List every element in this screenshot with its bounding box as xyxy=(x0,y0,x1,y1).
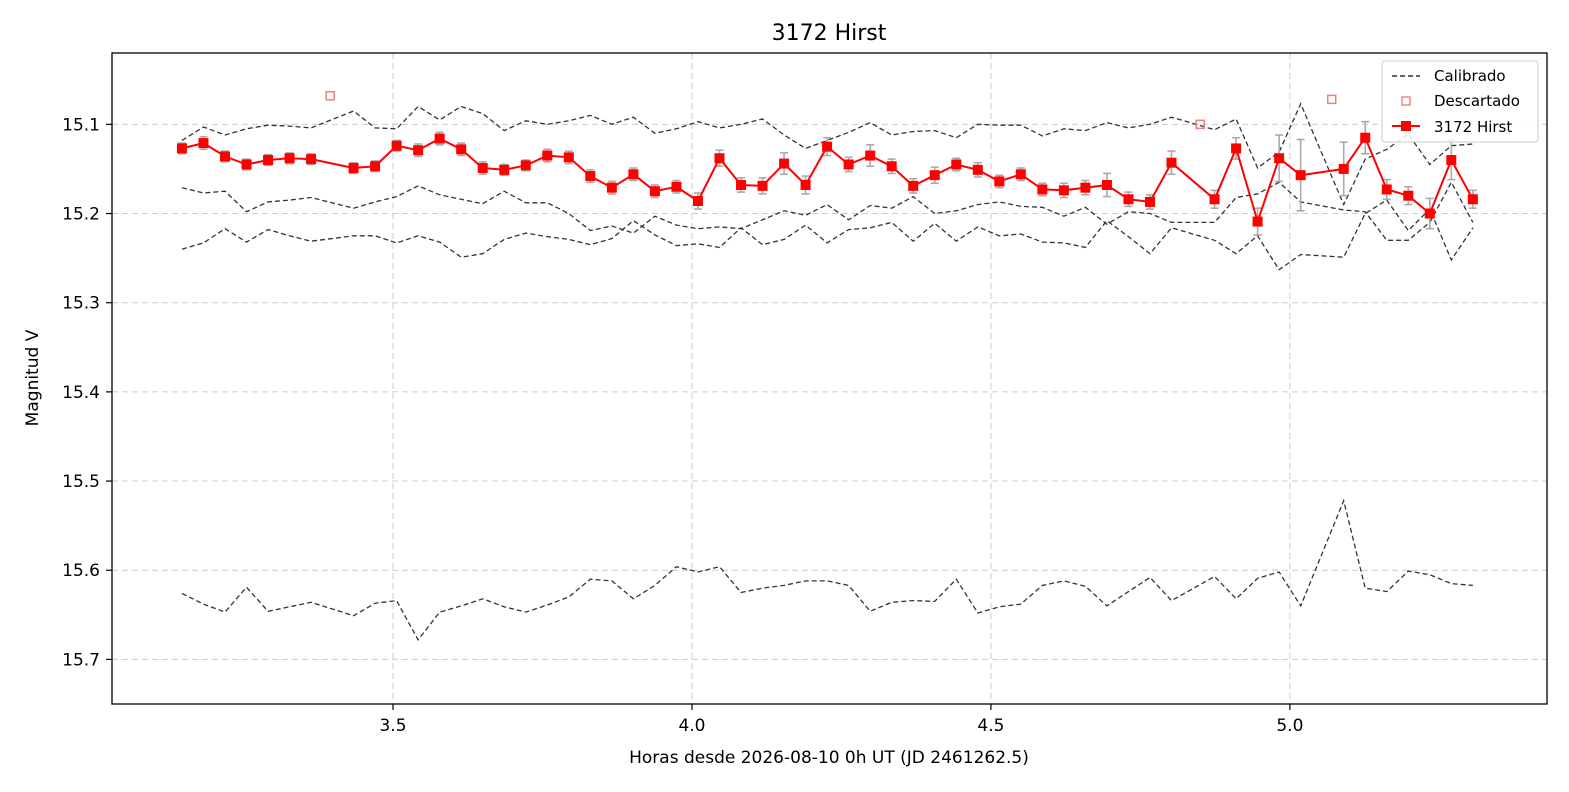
target-point xyxy=(1015,169,1026,180)
x-axis-ticks: 3.5 4.0 4.5 5.0 xyxy=(379,704,1303,736)
grid-lines xyxy=(112,53,1547,704)
target-point xyxy=(1058,185,1069,196)
target-point xyxy=(1424,208,1435,219)
legend-descartado-swatch xyxy=(1401,96,1411,106)
calibrated-line-4 xyxy=(181,498,1473,641)
target-point xyxy=(951,159,962,170)
target-point xyxy=(542,150,553,161)
target-series-group xyxy=(176,132,1478,227)
target-point xyxy=(1274,153,1285,164)
legend-descartado-label: Descartado xyxy=(1434,92,1520,110)
target-point xyxy=(456,144,467,155)
target-point xyxy=(1338,163,1349,174)
target-point xyxy=(563,152,574,163)
target-point xyxy=(649,186,660,197)
calibrated-line-1 xyxy=(181,102,1473,207)
legend-target-marker xyxy=(1401,121,1411,131)
target-point xyxy=(843,159,854,170)
y-axis-label: Magnitud V xyxy=(23,329,43,426)
target-point xyxy=(822,141,833,152)
target-point xyxy=(1231,143,1242,154)
target-point xyxy=(1295,170,1306,181)
target-point xyxy=(606,182,617,193)
y-tick-label: 15.5 xyxy=(62,472,100,492)
legend: Calibrado Descartado 3172 Hirst xyxy=(1381,60,1539,143)
target-point xyxy=(1209,194,1220,205)
target-point xyxy=(585,171,596,182)
target-point xyxy=(284,153,295,164)
target-point xyxy=(1166,157,1177,168)
x-axis-label: Horas desde 2026-08-10 0h UT (JD 2461262… xyxy=(629,748,1029,768)
target-point xyxy=(306,154,317,165)
target-point xyxy=(1446,155,1457,166)
target-point xyxy=(413,145,424,156)
target-point xyxy=(499,164,510,175)
y-tick-label: 15.1 xyxy=(62,115,100,135)
calibrated-series-group xyxy=(181,102,1474,641)
target-point xyxy=(671,181,682,192)
y-tick-label: 15.2 xyxy=(62,205,100,225)
target-point xyxy=(1080,182,1091,193)
discarded-point xyxy=(1195,119,1205,130)
discarded-points-group xyxy=(325,91,1337,130)
target-point xyxy=(1381,184,1392,195)
target-point xyxy=(434,133,445,144)
target-point xyxy=(220,151,231,162)
target-point xyxy=(886,161,897,172)
target-point xyxy=(714,153,725,164)
target-point xyxy=(757,180,768,191)
target-point xyxy=(908,180,919,191)
y-tick-label: 15.4 xyxy=(62,383,100,403)
target-point xyxy=(1252,216,1263,227)
target-line xyxy=(181,135,1474,225)
target-point xyxy=(1467,194,1478,205)
discarded-point xyxy=(325,91,335,101)
target-point xyxy=(391,140,402,151)
target-point xyxy=(241,159,252,170)
x-tick-label: 4.5 xyxy=(977,716,1004,736)
calibrated-line-2 xyxy=(181,180,1474,241)
target-point xyxy=(176,143,187,154)
y-tick-label: 15.6 xyxy=(62,561,100,581)
target-point xyxy=(1101,179,1112,190)
legend-box xyxy=(1381,60,1539,143)
discarded-point xyxy=(1327,94,1337,105)
target-point xyxy=(994,176,1005,187)
target-point xyxy=(692,196,703,207)
x-tick-label: 3.5 xyxy=(379,716,406,736)
target-point xyxy=(1144,196,1155,207)
calibrated-line-3 xyxy=(181,199,1474,271)
target-point xyxy=(800,179,811,190)
target-point xyxy=(477,163,488,174)
target-point xyxy=(370,161,381,172)
target-point xyxy=(779,158,790,169)
plot-frame xyxy=(111,52,1548,705)
target-point xyxy=(628,169,639,180)
y-axis-ticks: 15.1 15.2 15.3 15.4 15.5 15.6 15.7 xyxy=(62,115,112,670)
target-point xyxy=(198,138,209,149)
x-tick-label: 5.0 xyxy=(1276,716,1303,736)
legend-calibrado-label: Calibrado xyxy=(1434,67,1506,85)
target-point xyxy=(1123,194,1134,205)
target-point xyxy=(736,179,747,190)
target-point xyxy=(929,170,940,181)
y-tick-label: 15.7 xyxy=(62,650,100,670)
target-point xyxy=(1403,190,1414,201)
x-tick-label: 4.0 xyxy=(678,716,705,736)
target-point xyxy=(348,163,359,174)
target-point xyxy=(1037,184,1048,195)
target-point xyxy=(865,150,876,161)
legend-target-label: 3172 Hirst xyxy=(1434,118,1512,136)
target-point xyxy=(263,155,274,166)
chart-title: 3172 Hirst xyxy=(772,21,887,46)
target-point xyxy=(520,160,531,171)
y-tick-label: 15.3 xyxy=(62,294,100,314)
target-point xyxy=(972,164,983,175)
target-point xyxy=(1360,132,1371,143)
